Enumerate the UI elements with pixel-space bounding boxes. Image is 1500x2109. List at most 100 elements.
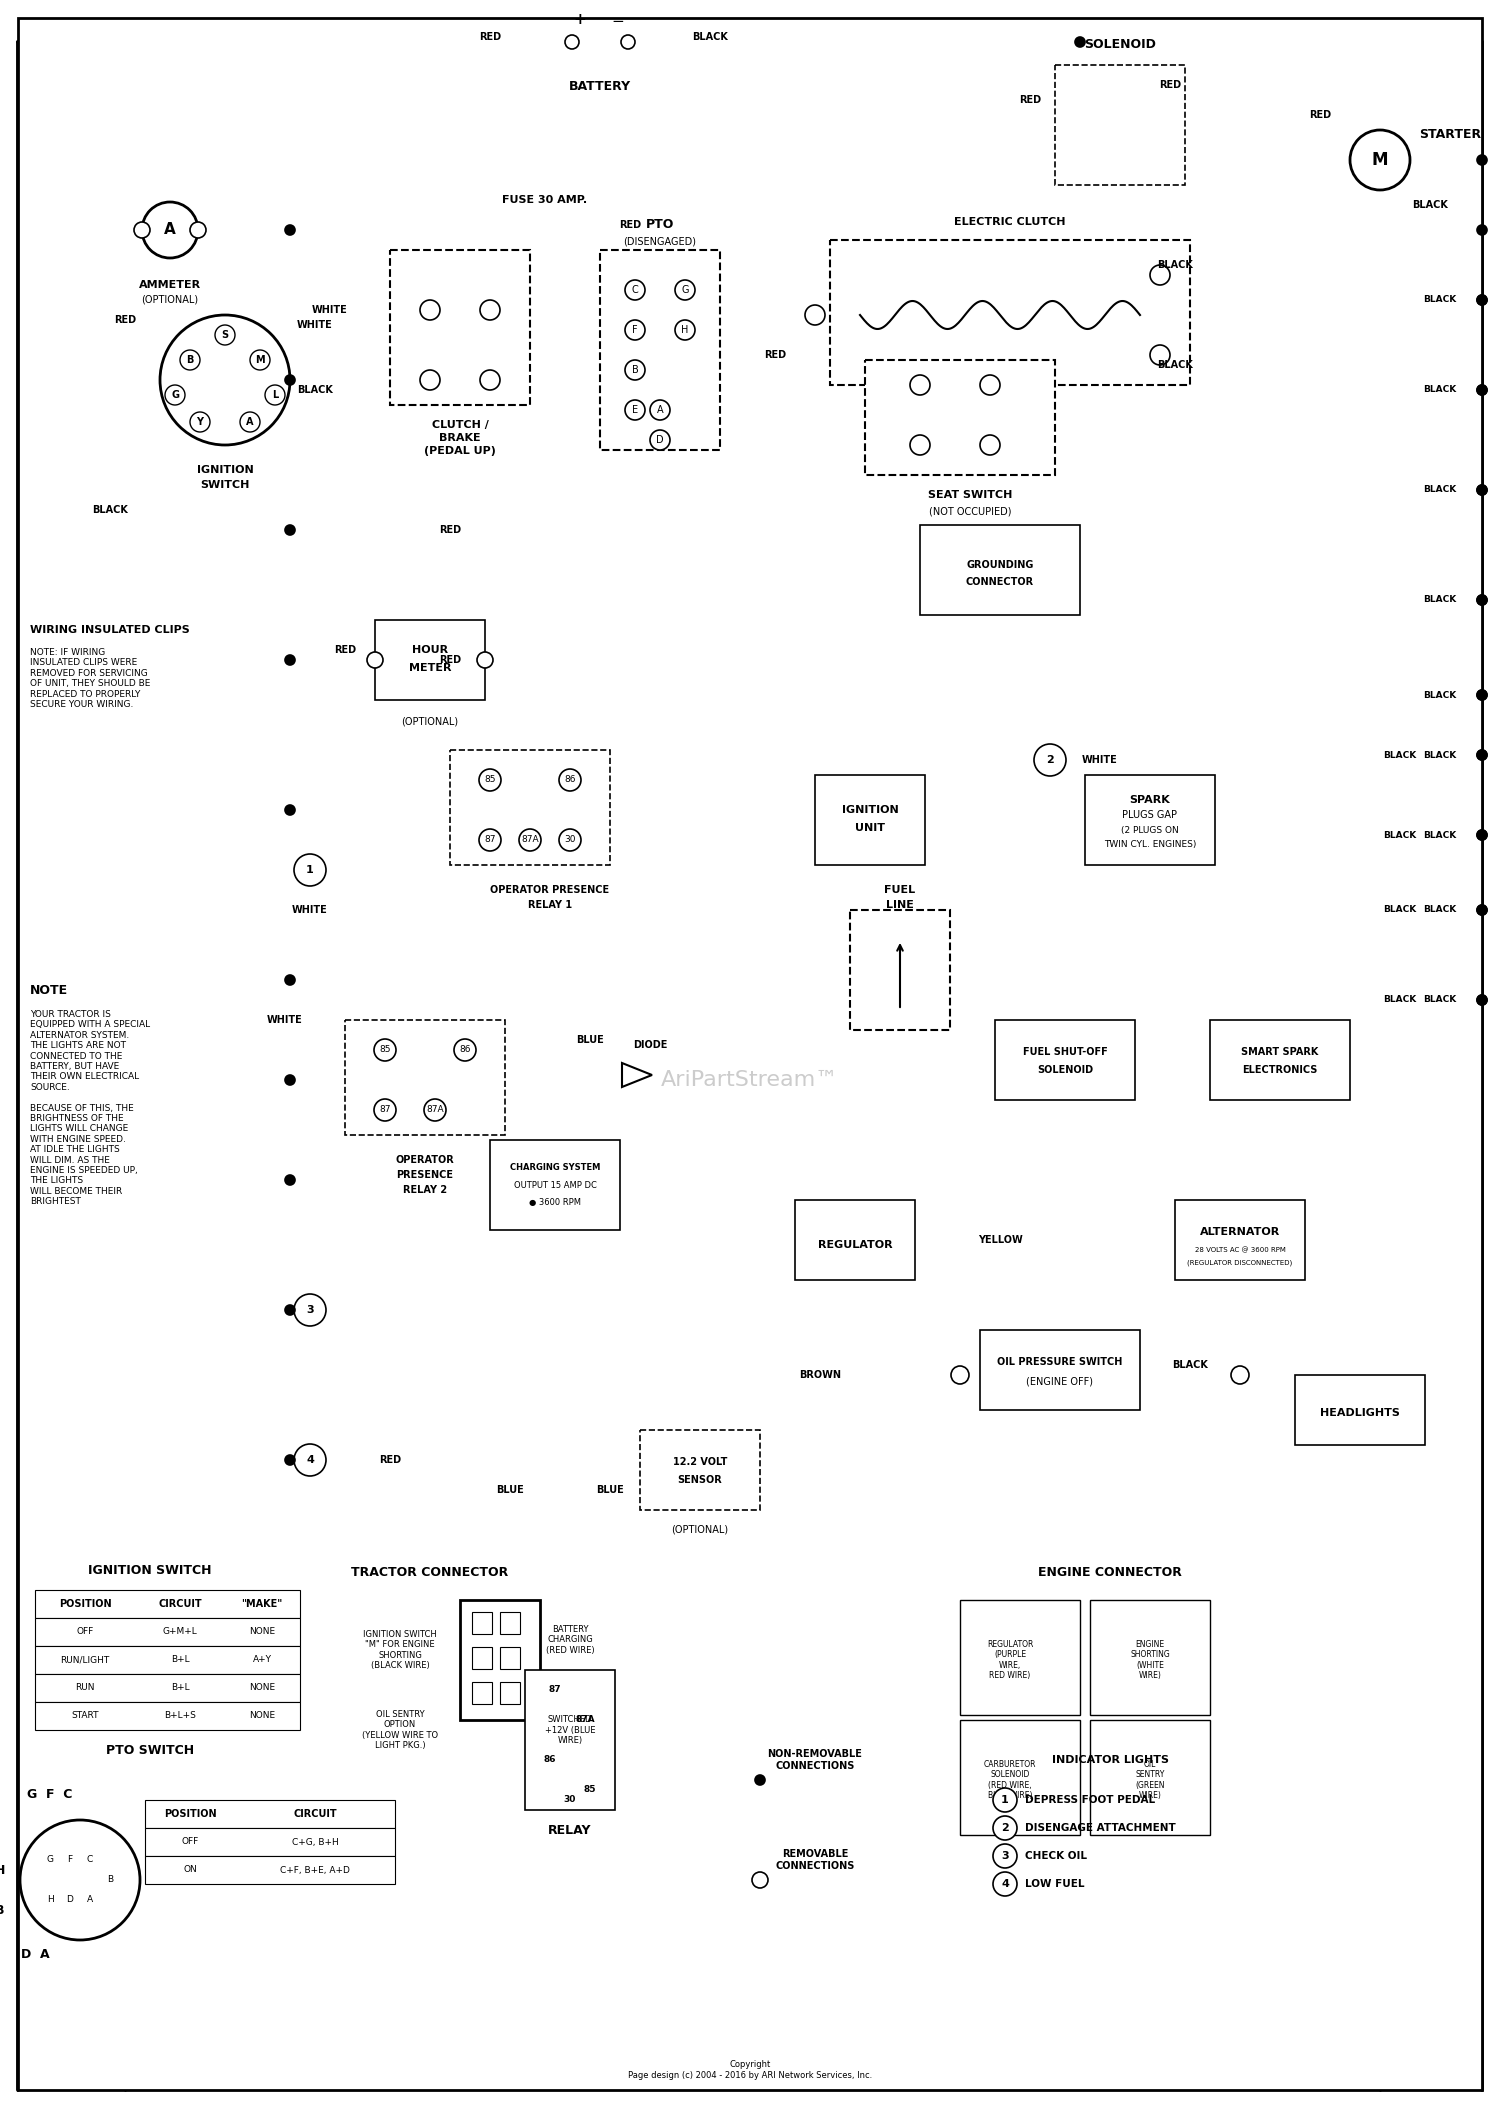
Bar xyxy=(34,1590,300,1618)
Bar xyxy=(815,774,926,865)
Circle shape xyxy=(1478,831,1486,839)
Circle shape xyxy=(480,369,500,390)
Text: F: F xyxy=(68,1856,72,1864)
Text: SOLENOID: SOLENOID xyxy=(1084,38,1156,51)
Circle shape xyxy=(993,1788,1017,1812)
Circle shape xyxy=(20,1820,140,1940)
Circle shape xyxy=(1478,690,1486,700)
Text: RED: RED xyxy=(440,525,460,536)
Text: BATTERY: BATTERY xyxy=(568,80,632,93)
Text: G+M+L: G+M+L xyxy=(162,1628,198,1637)
Text: CIRCUIT: CIRCUIT xyxy=(158,1599,203,1609)
Text: ON: ON xyxy=(183,1866,196,1875)
Text: A: A xyxy=(164,224,176,238)
Circle shape xyxy=(1478,751,1486,759)
Text: BLACK: BLACK xyxy=(1412,200,1448,211)
Text: HEADLIGHTS: HEADLIGHTS xyxy=(1320,1409,1400,1417)
Circle shape xyxy=(478,829,501,852)
Text: 87: 87 xyxy=(549,1685,561,1694)
Circle shape xyxy=(1232,1367,1250,1384)
Text: D  A: D A xyxy=(21,1949,50,1961)
Text: FUSE 30 AMP.: FUSE 30 AMP. xyxy=(503,194,588,205)
Text: F: F xyxy=(632,325,638,335)
Text: B: B xyxy=(106,1875,112,1885)
Bar xyxy=(450,751,610,865)
Text: RED: RED xyxy=(1310,110,1330,120)
Text: BLACK: BLACK xyxy=(692,32,728,42)
Circle shape xyxy=(294,1445,326,1476)
Text: CIRCUIT: CIRCUIT xyxy=(292,1810,338,1818)
Text: BLACK: BLACK xyxy=(1424,595,1456,605)
Text: (OPTIONAL): (OPTIONAL) xyxy=(402,717,459,728)
Text: PRESENCE: PRESENCE xyxy=(396,1170,453,1181)
Text: ALTERNATOR: ALTERNATOR xyxy=(1200,1227,1280,1238)
Text: RED: RED xyxy=(380,1455,400,1466)
Text: IGNITION SWITCH: IGNITION SWITCH xyxy=(88,1563,212,1578)
Circle shape xyxy=(566,36,579,49)
Text: SWITCHED
+12V (BLUE
WIRE): SWITCHED +12V (BLUE WIRE) xyxy=(544,1715,596,1744)
Text: OUTPUT 15 AMP DC: OUTPUT 15 AMP DC xyxy=(513,1181,597,1189)
Text: REGULATOR: REGULATOR xyxy=(818,1240,892,1251)
Circle shape xyxy=(1350,131,1410,190)
Circle shape xyxy=(142,202,198,257)
Circle shape xyxy=(1478,751,1486,759)
Text: A+Y: A+Y xyxy=(252,1656,272,1664)
Text: NOTE: NOTE xyxy=(30,983,68,995)
Circle shape xyxy=(1478,386,1486,394)
Text: BLACK: BLACK xyxy=(1156,259,1192,270)
Circle shape xyxy=(368,652,382,669)
Circle shape xyxy=(1478,295,1486,306)
Text: A: A xyxy=(87,1896,93,1904)
Text: 85: 85 xyxy=(380,1046,390,1054)
Bar xyxy=(850,909,950,1029)
Text: 87: 87 xyxy=(484,835,495,844)
Text: BLUE: BLUE xyxy=(496,1485,523,1495)
Circle shape xyxy=(650,430,670,449)
Bar xyxy=(1294,1375,1425,1445)
Text: 87A: 87A xyxy=(574,1715,596,1725)
Circle shape xyxy=(519,829,542,852)
Text: LINE: LINE xyxy=(886,901,914,909)
Text: IGNITION: IGNITION xyxy=(842,806,898,814)
Circle shape xyxy=(480,299,500,321)
Text: B+L+S: B+L+S xyxy=(164,1713,196,1721)
Text: NONE: NONE xyxy=(249,1683,274,1694)
Text: BROWN: BROWN xyxy=(800,1371,842,1379)
Text: WHITE: WHITE xyxy=(1082,755,1118,766)
Text: (2 PLUGS ON: (2 PLUGS ON xyxy=(1120,825,1179,835)
Circle shape xyxy=(240,411,260,432)
Text: G: G xyxy=(46,1856,54,1864)
Text: BLACK: BLACK xyxy=(1424,295,1456,304)
Circle shape xyxy=(266,386,285,405)
Circle shape xyxy=(1478,995,1486,1006)
Circle shape xyxy=(626,401,645,420)
Circle shape xyxy=(165,386,184,405)
Text: DISENGAGE ATTACHMENT: DISENGAGE ATTACHMENT xyxy=(1024,1822,1176,1833)
Circle shape xyxy=(294,1295,326,1327)
Text: SMART SPARK: SMART SPARK xyxy=(1242,1046,1318,1057)
Text: CARBURETOR
SOLENOID
(RED WIRE,
BLUE WIRE): CARBURETOR SOLENOID (RED WIRE, BLUE WIRE… xyxy=(984,1759,1036,1801)
Bar xyxy=(146,1799,394,1829)
Text: (NOT OCCUPIED): (NOT OCCUPIED) xyxy=(928,506,1011,517)
Circle shape xyxy=(285,525,296,536)
Text: NONE: NONE xyxy=(249,1628,274,1637)
Bar xyxy=(640,1430,760,1510)
Text: 3: 3 xyxy=(1000,1852,1010,1860)
Circle shape xyxy=(285,806,296,814)
Circle shape xyxy=(251,350,270,369)
Text: OIL
SENTRY
(GREEN
WIRE): OIL SENTRY (GREEN WIRE) xyxy=(1136,1759,1164,1801)
Text: POSITION: POSITION xyxy=(58,1599,111,1609)
Text: BLACK: BLACK xyxy=(1156,361,1192,369)
Text: B+L: B+L xyxy=(171,1656,189,1664)
Bar xyxy=(34,1702,300,1729)
Text: AriPartStream™: AriPartStream™ xyxy=(662,1069,839,1090)
Bar xyxy=(472,1611,492,1634)
Text: ● 3600 RPM: ● 3600 RPM xyxy=(530,1198,580,1208)
Text: E: E xyxy=(632,405,638,415)
Circle shape xyxy=(993,1816,1017,1839)
Polygon shape xyxy=(622,1063,652,1086)
Text: POSITION: POSITION xyxy=(164,1810,216,1818)
Circle shape xyxy=(1076,38,1084,46)
Bar xyxy=(960,1721,1080,1835)
Bar xyxy=(345,1021,506,1135)
